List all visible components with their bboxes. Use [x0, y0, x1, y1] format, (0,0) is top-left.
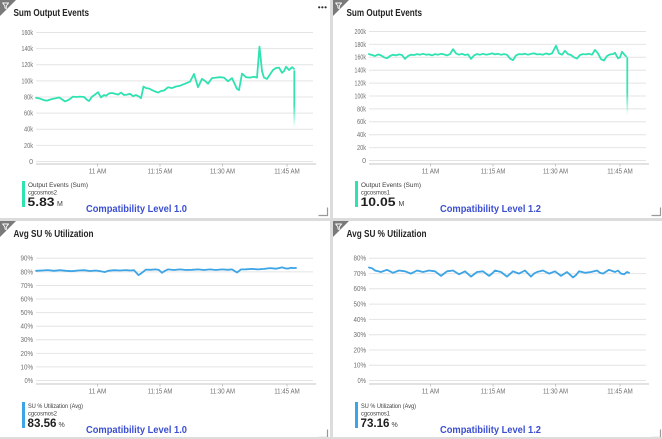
svg-text:cgcosmos1: cgcosmos1	[361, 190, 390, 197]
svg-text:cgcosmos2: cgcosmos2	[28, 190, 57, 197]
svg-text:40%: 40%	[21, 324, 34, 331]
svg-text:%: %	[59, 422, 65, 429]
svg-text:11:45 AM: 11:45 AM	[607, 389, 633, 396]
svg-text:60%: 60%	[354, 286, 367, 293]
svg-text:20k: 20k	[357, 145, 366, 152]
svg-text:11 AM: 11 AM	[422, 169, 440, 176]
svg-text:11:30 AM: 11:30 AM	[210, 389, 235, 396]
svg-text:140k: 140k	[22, 46, 34, 53]
svg-text:10%: 10%	[21, 364, 34, 371]
svg-text:0: 0	[29, 159, 33, 166]
svg-text:70%: 70%	[354, 271, 367, 278]
svg-text:120k: 120k	[22, 62, 34, 69]
svg-text:83.56: 83.56	[28, 418, 57, 430]
svg-text:11:15 AM: 11:15 AM	[481, 389, 506, 396]
svg-text:Output Events (Sum): Output Events (Sum)	[28, 182, 88, 189]
svg-text:Avg SU % Utilization: Avg SU % Utilization	[347, 229, 427, 240]
svg-text:Sum Output Events: Sum Output Events	[14, 8, 90, 19]
svg-text:SU % Utilization (Avg): SU % Utilization (Avg)	[28, 403, 83, 410]
svg-text:11:45 AM: 11:45 AM	[607, 169, 633, 176]
svg-text:0%: 0%	[358, 378, 367, 385]
svg-text:30%: 30%	[354, 332, 367, 339]
svg-text:cgcosmos2: cgcosmos2	[28, 411, 57, 418]
svg-text:11:30 AM: 11:30 AM	[210, 169, 235, 176]
svg-text:SU % Utilization (Avg): SU % Utilization (Avg)	[361, 403, 416, 410]
svg-text:cgcosmos1: cgcosmos1	[361, 411, 390, 418]
svg-text:90%: 90%	[21, 256, 34, 263]
svg-text:50%: 50%	[354, 302, 367, 309]
svg-text:Compatibility Level 1.2: Compatibility Level 1.2	[440, 204, 541, 215]
svg-text:80k: 80k	[357, 106, 366, 113]
svg-text:11:30 AM: 11:30 AM	[543, 169, 568, 176]
svg-text:30%: 30%	[21, 337, 34, 344]
svg-text:160k: 160k	[22, 30, 34, 37]
svg-text:10%: 10%	[354, 363, 367, 370]
svg-text:10.05: 10.05	[361, 197, 397, 209]
svg-text:Avg SU % Utilization: Avg SU % Utilization	[14, 229, 94, 240]
svg-text:60k: 60k	[24, 111, 33, 118]
svg-text:M: M	[399, 201, 405, 208]
svg-text:60k: 60k	[357, 119, 366, 126]
svg-text:160k: 160k	[355, 55, 367, 62]
svg-text:Compatibility Level 1.0: Compatibility Level 1.0	[86, 425, 187, 436]
svg-text:40k: 40k	[357, 132, 366, 139]
svg-text:60%: 60%	[21, 296, 34, 303]
svg-text:11:15 AM: 11:15 AM	[148, 169, 173, 176]
svg-text:Output Events (Sum): Output Events (Sum)	[361, 182, 421, 189]
svg-text:Sum Output Events: Sum Output Events	[347, 8, 423, 19]
svg-text:0%: 0%	[25, 378, 34, 385]
svg-text:120k: 120k	[355, 81, 367, 88]
svg-text:20%: 20%	[354, 347, 367, 354]
svg-text:100k: 100k	[355, 93, 367, 100]
svg-text:0: 0	[362, 158, 366, 165]
svg-text:73.16: 73.16	[361, 418, 390, 430]
svg-text:80k: 80k	[24, 94, 33, 101]
svg-text:11:15 AM: 11:15 AM	[481, 169, 506, 176]
svg-text:50%: 50%	[21, 310, 34, 317]
svg-text:100k: 100k	[22, 78, 34, 85]
svg-text:11:45 AM: 11:45 AM	[274, 389, 300, 396]
svg-text:11:15 AM: 11:15 AM	[148, 389, 173, 396]
svg-text:180k: 180k	[355, 42, 367, 49]
svg-text:200k: 200k	[355, 29, 367, 36]
svg-text:20k: 20k	[24, 143, 33, 150]
svg-text:70%: 70%	[21, 283, 34, 290]
svg-text:11 AM: 11 AM	[89, 389, 107, 396]
svg-text:80%: 80%	[21, 269, 34, 276]
svg-text:11 AM: 11 AM	[89, 169, 107, 176]
svg-text:Compatibility Level 1.0: Compatibility Level 1.0	[86, 204, 187, 215]
svg-text:%: %	[392, 422, 398, 429]
svg-text:40%: 40%	[354, 317, 367, 324]
svg-text:40k: 40k	[24, 127, 33, 134]
svg-text:11 AM: 11 AM	[422, 389, 440, 396]
svg-text:140k: 140k	[355, 68, 367, 75]
svg-text:80%: 80%	[354, 256, 367, 263]
svg-text:Compatibility Level 1.2: Compatibility Level 1.2	[440, 425, 541, 436]
svg-text:20%: 20%	[21, 351, 34, 358]
svg-text:5.83: 5.83	[28, 197, 55, 209]
svg-text:11:45 AM: 11:45 AM	[274, 169, 300, 176]
svg-text:11:30 AM: 11:30 AM	[543, 389, 568, 396]
svg-text:M: M	[57, 201, 63, 208]
